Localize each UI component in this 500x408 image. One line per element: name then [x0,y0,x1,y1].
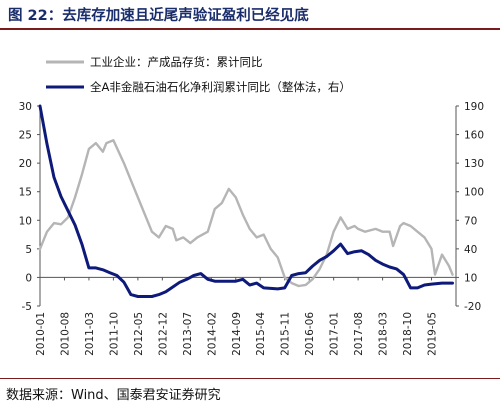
x-tick-label: 2010-01 [35,312,47,356]
x-tick-label: 2013-07 [182,312,194,356]
x-tick-label: 2012-12 [157,312,169,356]
right-tick-label: 40 [464,244,477,256]
right-tick-label: 10 [464,272,477,284]
x-tick-label: 2011-03 [84,312,96,356]
right-tick-label: 130 [464,158,484,170]
right-tick-label: 100 [464,187,484,199]
right-tick-label: 70 [464,215,477,227]
figure-title: 图 22：去库存加速且近尾声验证盈利已经见底 [8,8,309,24]
x-tick-label: 2016-06 [304,312,316,356]
x-tick-label: 2014-02 [206,312,218,356]
x-tick-label: 2019-05 [427,312,439,356]
left-tick-label: 5 [25,244,32,256]
x-tick-label: 2011-10 [108,312,120,356]
left-tick-label: -5 [22,301,32,313]
x-tick-label: 2010-08 [59,312,71,356]
bottom-rule [0,378,500,379]
series-line-inventory [38,139,454,288]
right-tick-label: 190 [464,101,484,113]
legend-label: 全A非金融石油石化净利润累计同比（整体法，右） [90,80,351,94]
x-tick-label: 2015-11 [280,312,292,356]
right-tick-label: -20 [464,301,481,313]
x-tick-label: 2015-04 [255,312,267,356]
x-tick-label: 2014-09 [231,312,243,356]
left-tick-label: 20 [19,158,32,170]
legend-label: 工业企业：产成品存货：累计同比 [90,55,263,69]
left-tick-label: 30 [19,101,32,113]
left-tick-label: 0 [25,272,32,284]
left-tick-label: 10 [19,215,32,227]
x-tick-label: 2012-05 [133,312,145,356]
x-tick-label: 2018-03 [378,312,390,356]
x-tick-label: 2018-10 [402,312,414,356]
series-line-profit [38,104,454,298]
top-rule [0,28,500,30]
right-tick-label: 160 [464,130,484,142]
left-tick-label: 15 [19,187,32,199]
left-tick-label: 25 [19,130,32,142]
chart: -5 0 5 10 15 20 25 30 -20 10 40 70 100 130 160 190 2010-… [19,55,484,356]
x-tick-label: 2017-08 [353,312,365,356]
source-note: 数据来源：Wind、国泰君安证券研究 [6,388,221,403]
x-tick-label: 2017-01 [329,312,341,356]
